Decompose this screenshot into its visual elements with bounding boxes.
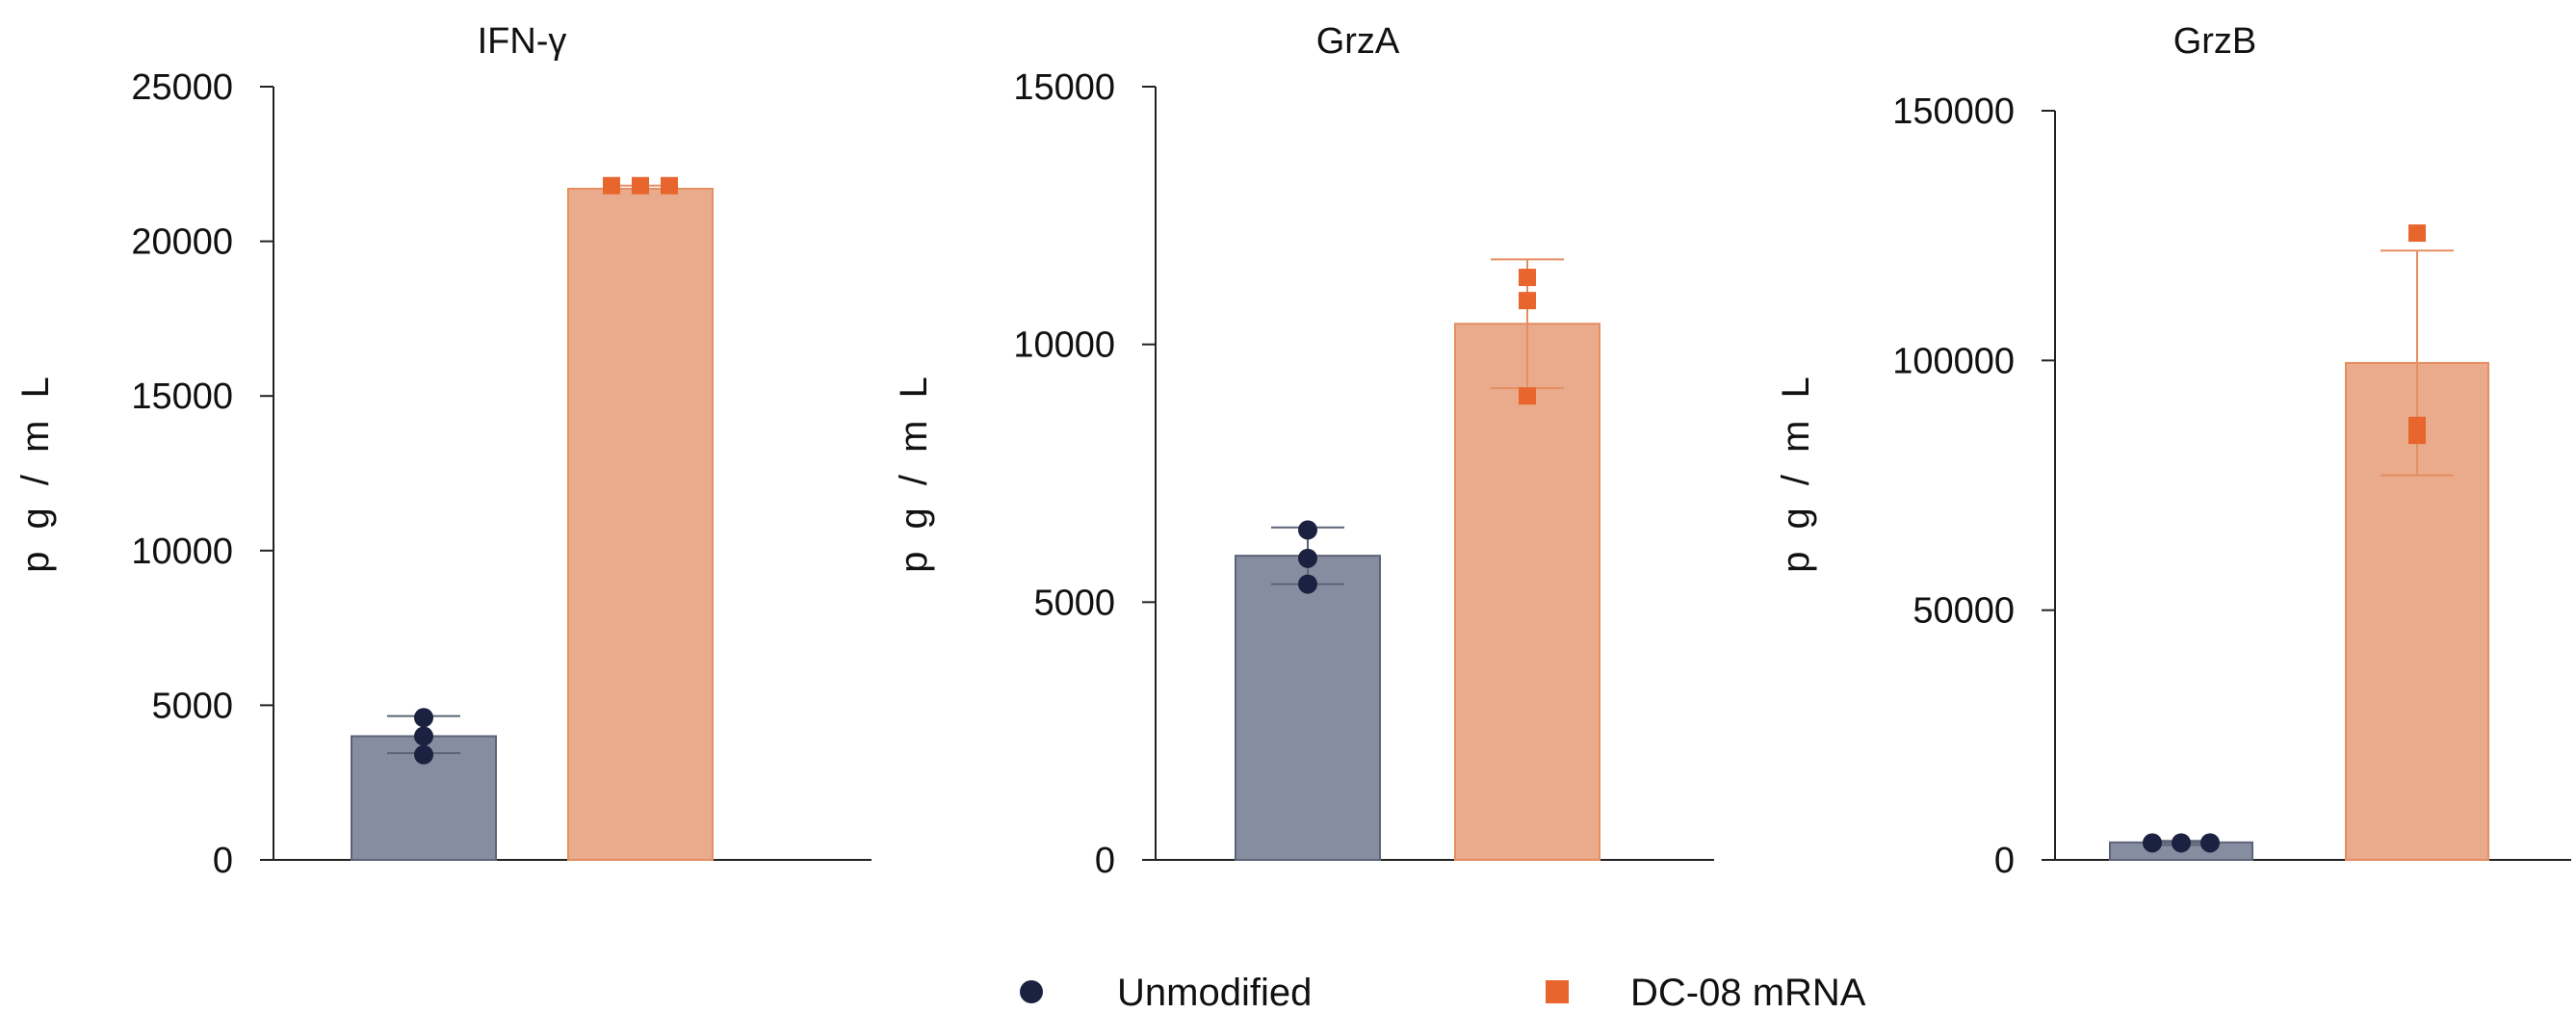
- legend-marker-dc08: [1546, 980, 1569, 1003]
- y-tick-label: 10000: [1013, 325, 1115, 366]
- y-tick-labels: 0 5000 10000 15000: [1013, 67, 1115, 881]
- data-point-unmodified: [1298, 520, 1317, 540]
- legend-label-dc08: DC-08 mRNA: [1630, 972, 1866, 1013]
- data-point-dc08-mrna: [2408, 416, 2426, 434]
- data-point-dc08-mrna: [1519, 292, 1536, 310]
- y-axis-label: p g / m L: [14, 371, 57, 573]
- y-tick-label: 25000: [131, 67, 233, 108]
- y-tick-labels: 0 5000 10000 15000 20000 25000: [131, 67, 233, 881]
- y-axis-label: p g / m L: [893, 371, 935, 573]
- data-point-dc08-mrna: [2408, 224, 2426, 243]
- data-point-unmodified: [414, 726, 433, 746]
- data-point-unmodified: [2172, 833, 2191, 853]
- y-axis-label: p g / m L: [1775, 371, 1817, 573]
- y-tick-label: 15000: [1013, 67, 1115, 108]
- legend: Unmodified DC-08 mRNA: [1020, 972, 1866, 1013]
- bar-dc08-mrna: [1454, 323, 1600, 861]
- y-tick-label: 150000: [1892, 91, 2015, 132]
- y-tick-label: 0: [1095, 841, 1115, 881]
- chart-panel-ifn-gamma: IFN-γ p g / m L 0 5000 10000 15000 20000…: [14, 21, 872, 881]
- y-tick-label: 50000: [1912, 591, 2015, 632]
- chart-marks: [260, 86, 872, 862]
- chart-title: GrzB: [2173, 21, 2257, 62]
- y-tick-label: 10000: [131, 532, 233, 572]
- legend-marker-unmodified: [1020, 980, 1043, 1003]
- legend-label-unmodified: Unmodified: [1117, 972, 1312, 1013]
- chart-panel-grzb: GrzB p g / m L 0 50000 100000 150000: [1775, 21, 2571, 881]
- data-point-unmodified: [414, 744, 433, 765]
- y-tick-label: 15000: [131, 377, 233, 417]
- data-point-dc08-mrna: [603, 176, 620, 195]
- bar-dc08-mrna: [567, 187, 714, 862]
- chart-marks: [1142, 86, 1714, 861]
- data-point-unmodified: [414, 708, 433, 728]
- bar-unmodified: [1235, 555, 1381, 861]
- data-point-dc08-mrna: [661, 176, 678, 195]
- y-tick-label: 5000: [1033, 583, 1115, 623]
- data-point-dc08-mrna: [632, 176, 649, 195]
- data-point-unmodified: [1298, 548, 1317, 568]
- data-point-unmodified: [1298, 574, 1317, 594]
- data-point-dc08-mrna: [1519, 387, 1536, 405]
- y-tick-label: 0: [213, 841, 233, 881]
- chart-title: IFN-γ: [478, 21, 567, 62]
- data-point-dc08-mrna: [1519, 269, 1536, 287]
- y-tick-label: 100000: [1892, 341, 2015, 381]
- data-point-unmodified: [2143, 833, 2162, 853]
- chart-panel-grza: GrzA p g / m L 0 5000 10000 15000: [893, 21, 1714, 881]
- data-point-unmodified: [2200, 833, 2220, 853]
- chart-title: GrzA: [1316, 21, 1400, 62]
- chart-marks: [2042, 110, 2571, 862]
- y-tick-label: 5000: [151, 686, 233, 726]
- y-tick-label: 20000: [131, 222, 233, 263]
- y-tick-label: 0: [1994, 841, 2015, 881]
- y-tick-labels: 0 50000 100000 150000: [1892, 91, 2015, 881]
